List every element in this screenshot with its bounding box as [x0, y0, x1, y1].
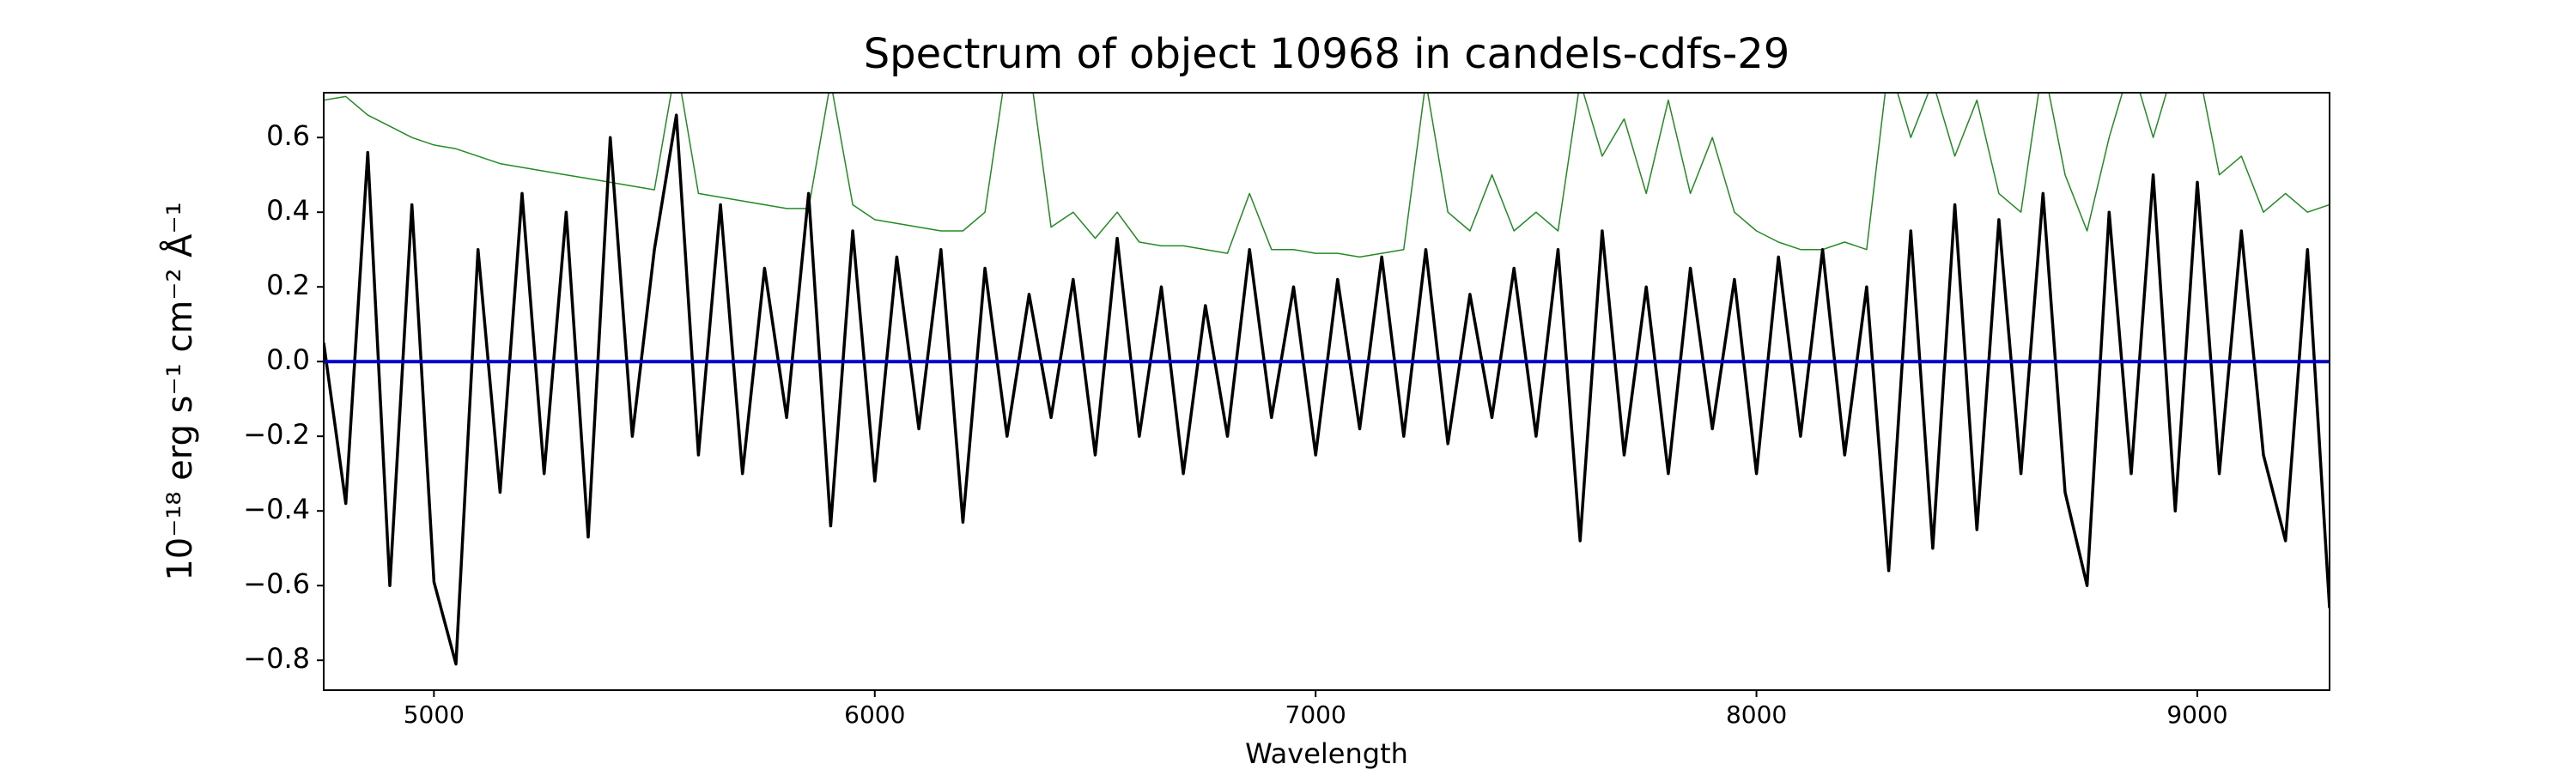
x-tick-label: 8000	[1726, 700, 1787, 729]
series-line	[324, 113, 2330, 666]
y-tick-label: 0.0	[266, 343, 310, 376]
axes-frame	[323, 92, 2330, 691]
y-tick-label: 0.6	[266, 119, 310, 152]
y-tick-label: −0.6	[243, 567, 310, 600]
y-tick-label: −0.4	[243, 493, 310, 525]
chart-title: Spectrum of object 10968 in candels-cdfs…	[864, 30, 1790, 78]
x-tick-label: 9000	[2166, 700, 2227, 729]
plot-area	[324, 93, 2330, 666]
y-axis-label: 10⁻¹⁸ erg s⁻¹ cm⁻² Å⁻¹	[159, 202, 200, 580]
x-axis-label: Wavelength	[1245, 737, 1408, 770]
y-tick-label: −0.2	[243, 418, 310, 451]
y-tick-label: 0.2	[266, 269, 310, 301]
x-tick-label: 6000	[844, 700, 905, 729]
y-tick-label: −0.8	[243, 642, 310, 675]
series-line	[324, 93, 2330, 258]
x-tick-label: 7000	[1285, 700, 1346, 729]
x-tick-label: 5000	[404, 700, 465, 729]
y-tick-label: 0.4	[266, 194, 310, 227]
